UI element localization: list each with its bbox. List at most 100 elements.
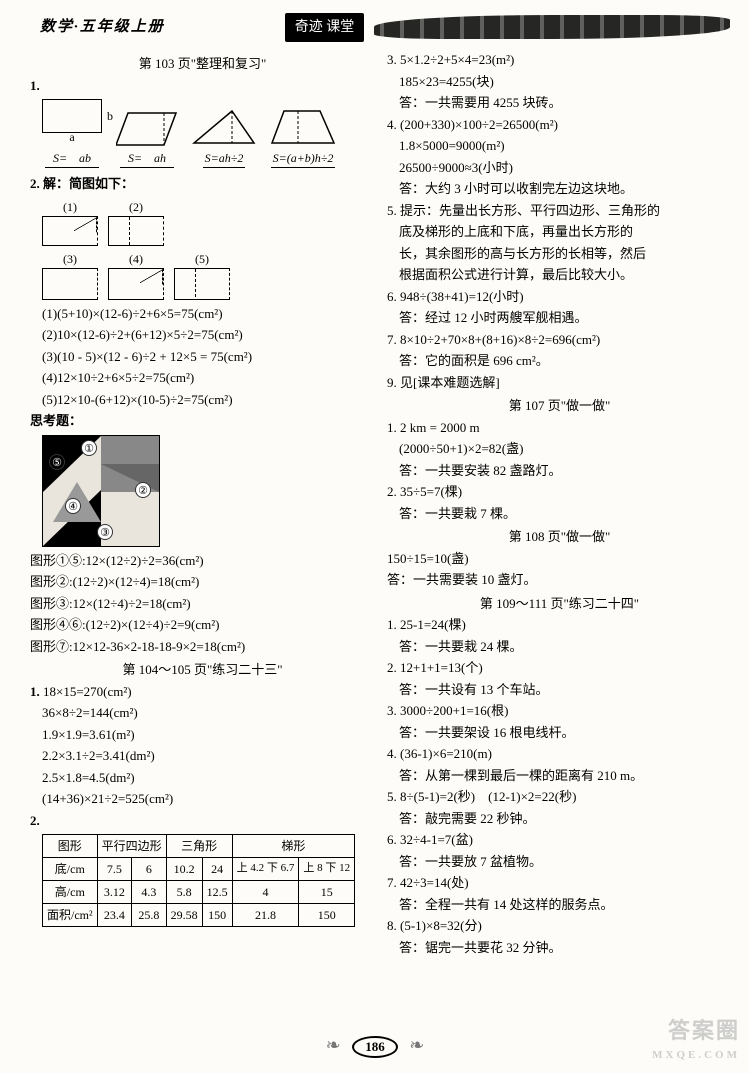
ex1-6: (14+36)×21÷2=525(cm²)	[30, 789, 375, 809]
formula-trap: S=(a+b)h÷2	[271, 149, 336, 168]
q1-label: 1.	[30, 78, 40, 93]
p109-4: 答：一共设有 13 个车站。	[387, 680, 732, 700]
p107-4: 2. 35÷5=7(棵)	[387, 482, 732, 502]
r4-4: 答：大约 3 小时可以收割完左边这块地。	[387, 179, 732, 199]
p109-2: 答：一共要栽 24 棵。	[387, 637, 732, 657]
calc-1: (1)(5+10)×(12-6)÷2+6×5=75(cm²)	[30, 304, 375, 324]
r5-1: 5. 提示：先量出长方形、平行四边形、三角形的	[387, 201, 732, 221]
r9: 9. 见[课本难题选解]	[387, 373, 732, 393]
think-line-1: 图形①⑤:12×(12÷2)÷2=36(cm²)	[30, 551, 375, 571]
ex1-4: 2.2×3.1÷2=3.41(dm²)	[30, 746, 375, 766]
r4-1: 4. (200+330)×100÷2=26500(m²)	[387, 115, 732, 135]
p109-10: 答：敲完需要 22 秒钟。	[387, 809, 732, 829]
p109-13: 7. 42÷3=14(处)	[387, 873, 732, 893]
ex1-3: 1.9×1.9=3.61(m²)	[30, 725, 375, 745]
diagram-label-3: ③	[97, 524, 113, 540]
p109-5: 3. 3000÷200+1=16(根)	[387, 701, 732, 721]
r5-2: 底及梯形的上底和下底，再量出长方形的	[387, 222, 732, 242]
shape-parallelogram: S= ah	[116, 111, 178, 168]
diagram-label-2: ②	[135, 482, 151, 498]
calc-3: (3)(10 - 5)×(12 - 6)÷2 + 12×5 = 75(cm²)	[30, 347, 375, 367]
watermark-url: MXQE.COM	[652, 1047, 740, 1064]
p109-12: 答：一共要放 7 盆植物。	[387, 852, 732, 872]
th-trap: 梯形	[232, 835, 355, 858]
shape-rectangle: a b S= ab	[42, 99, 102, 168]
diagram-label-5: ⑤	[49, 454, 65, 470]
r7-1: 7. 8×10÷2+70×8+(8+16)×8÷2=696(cm²)	[387, 330, 732, 350]
formula-tri: S=ah÷2	[203, 149, 246, 168]
table-header-row: 图形 平行四边形 三角形 梯形	[43, 835, 355, 858]
page-body: 第 103 页"整理和复习" 1. a b S= ab S= ah S=ah÷2	[0, 50, 750, 969]
th-tri: 三角形	[166, 835, 232, 858]
th-para: 平行四边形	[97, 835, 166, 858]
p109-9: 5. 8÷(5-1)=2(秒) (12-1)×2=22(秒)	[387, 787, 732, 807]
p109-7: 4. (36-1)×6=210(m)	[387, 744, 732, 764]
p109-1: 1. 25-1=24(棵)	[387, 615, 732, 635]
page-header: 数学·五年级上册 奇迹 课堂	[0, 0, 750, 50]
think-line-3: 图形③:12×(12÷4)÷2=18(cm²)	[30, 594, 375, 614]
simp-3: (3)	[63, 252, 77, 266]
page-number: 186	[352, 1036, 398, 1058]
r5-3: 长，其余图形的高与长方形的长相等，然后	[387, 244, 732, 264]
table-row-base: 底/cm 7.5 6 10.2 24 上 4.2 下 6.7 上 8 下 12	[43, 858, 355, 881]
rect-label-b: b	[107, 107, 113, 125]
section-title-108: 第 108 页"做一做"	[387, 527, 732, 547]
book-title: 数学·五年级上册	[40, 16, 165, 39]
shape-triangle: S=ah÷2	[192, 109, 256, 168]
p107-2: (2000÷50+1)×2=82(盏)	[387, 439, 732, 459]
ex1-2: 36×8÷2=144(cm²)	[30, 703, 375, 723]
think-line-5: 图形⑦:12×12-36×2-18-18-9×2=18(cm²)	[30, 637, 375, 657]
table-row-area: 面积/cm² 23.4 25.8 29.58 150 21.8 150	[43, 904, 355, 927]
simp-2: (2)	[129, 200, 143, 214]
p109-8: 答：从第一棵到最后一棵的距离有 210 m。	[387, 766, 732, 786]
shape-area-table: 图形 平行四边形 三角形 梯形 底/cm 7.5 6 10.2 24 上 4.2…	[42, 834, 355, 927]
watermark: 答案圈 MXQE.COM	[652, 1014, 740, 1064]
section-title-103: 第 103 页"整理和复习"	[30, 54, 375, 74]
section-title-109: 第 109～111 页"练习二十四"	[387, 594, 732, 614]
watermark-text: 答案圈	[668, 1018, 740, 1043]
r6-1: 6. 948÷(38+41)=12(小时)	[387, 287, 732, 307]
simplified-shapes-row1: (1) (2)	[42, 198, 375, 246]
think-line-2: 图形②:(12÷2)×(12÷4)=18(cm²)	[30, 572, 375, 592]
p109-16: 答：锯完一共要花 32 分钟。	[387, 938, 732, 958]
p107-3: 答：一共要安装 82 盏路灯。	[387, 461, 732, 481]
r3-2: 185×23=4255(块)	[387, 72, 732, 92]
r4-2: 1.8×5000=9000(m²)	[387, 136, 732, 156]
header-decoration	[374, 15, 730, 39]
calc-4: (4)12×10÷2+6×5÷2=75(cm²)	[30, 368, 375, 388]
q2-label: 2. 解：简图如下：	[30, 174, 375, 194]
ex1-label: 1.	[30, 684, 40, 699]
diagram-label-1: ①	[81, 440, 97, 456]
p109-14: 答：全程一共有 14 处这样的服务点。	[387, 895, 732, 915]
p109-15: 8. (5-1)×8=32(分)	[387, 916, 732, 936]
footer-swirl-left: ❧	[326, 1035, 341, 1055]
simplified-shapes-row2: (3) (4) (5)	[42, 250, 375, 300]
p109-11: 6. 32÷4-1=7(盆)	[387, 830, 732, 850]
th-shape: 图形	[43, 835, 98, 858]
r4-3: 26500÷9000≈3(小时)	[387, 158, 732, 178]
simp-4: (4)	[129, 252, 143, 266]
simp-5: (5)	[195, 252, 209, 266]
think-line-4: 图形④⑥:(12÷2)×(12÷4)÷2=9(cm²)	[30, 615, 375, 635]
r3-3: 答：一共需要用 4255 块砖。	[387, 93, 732, 113]
formula-rect: S= ab	[45, 149, 99, 168]
ex1-5: 2.5×1.8=4.5(dm²)	[30, 768, 375, 788]
section-title-107: 第 107 页"做一做"	[387, 396, 732, 416]
ex1-1: 18×15=270(cm²)	[43, 684, 132, 699]
p108-2: 答：一共需要装 10 盏灯。	[387, 570, 732, 590]
simp-1: (1)	[63, 200, 77, 214]
thinking-diagram: ① ② ③ ④ ⑤	[42, 435, 160, 547]
section-title-104: 第 104～105 页"练习二十三"	[30, 660, 375, 680]
left-column: 第 103 页"整理和复习" 1. a b S= ab S= ah S=ah÷2	[30, 50, 375, 959]
shape-trapezoid: S=(a+b)h÷2	[270, 109, 336, 168]
p109-3: 2. 12+1+1=13(个)	[387, 658, 732, 678]
p108-1: 150÷15=10(盏)	[387, 549, 732, 569]
right-column: 3. 5×1.2÷2+5×4=23(m²) 185×23=4255(块) 答：一…	[387, 50, 732, 959]
formula-para: S= ah	[120, 149, 174, 168]
r6-2: 答：经过 12 小时两艘军舰相遇。	[387, 308, 732, 328]
thinking-title: 思考题：	[30, 411, 375, 431]
footer-swirl-right: ❧	[409, 1035, 424, 1055]
formula-diagrams: a b S= ab S= ah S=ah÷2 S=(a+b)h÷2	[42, 99, 375, 168]
table-row-height: 高/cm 3.12 4.3 5.8 12.5 4 15	[43, 881, 355, 904]
page-footer: ❧ 186 ❧	[0, 1032, 750, 1059]
